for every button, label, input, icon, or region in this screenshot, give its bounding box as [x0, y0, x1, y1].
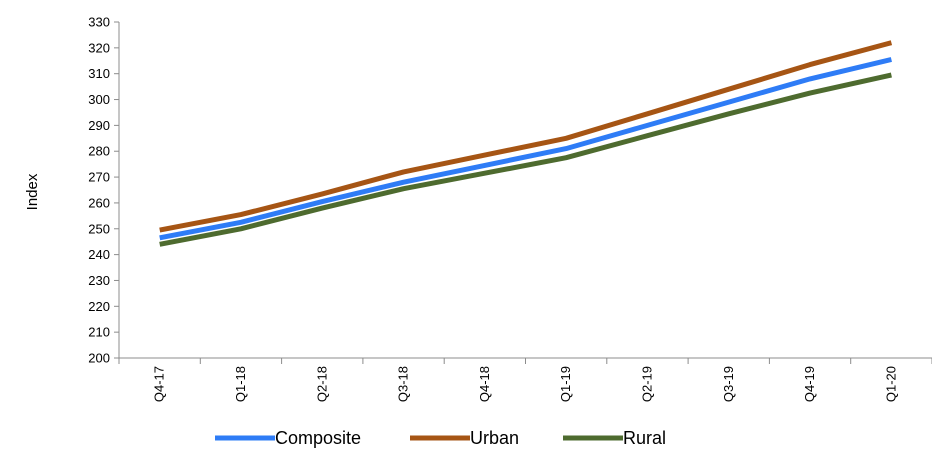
x-tick-label: Q2-18: [314, 366, 329, 402]
legend-label-composite: Composite: [275, 428, 361, 448]
x-tick-label: Q3-18: [396, 366, 411, 402]
legend-label-urban: Urban: [470, 428, 519, 448]
y-tick-label: 260: [88, 195, 110, 210]
y-tick-label: 310: [88, 66, 110, 81]
x-axis: Q4-17 Q1-18 Q2-18 Q3-18 Q4-18 Q1-19 Q2-19 Q3-19…: [118, 357, 932, 402]
series-line-rural: [159, 72, 892, 247]
series-line-urban: [159, 40, 893, 233]
x-tick-label: Q2-19: [639, 366, 654, 402]
y-tick-label: 250: [88, 221, 110, 236]
y-axis-title: Index: [24, 173, 41, 210]
y-tick-label: 280: [88, 144, 110, 159]
x-tick-label: Q1-19: [558, 366, 573, 402]
y-tick-label: 200: [88, 351, 110, 366]
x-tick-label: Q4-18: [477, 366, 492, 402]
plot-area: [159, 40, 893, 247]
y-tick-label: 220: [88, 299, 110, 314]
series-line-composite: [159, 57, 892, 241]
x-tick-label: Q3-19: [721, 366, 736, 402]
y-tick-label: 290: [88, 118, 110, 133]
y-axis: 200 210 220 230 240 250 260 270 280 290 300 310 320 3…: [88, 15, 120, 366]
legend: Composite Urban Rural: [215, 428, 666, 448]
y-tick-label: 330: [88, 15, 110, 30]
y-tick-label: 270: [88, 170, 110, 185]
y-tick-label: 320: [88, 40, 110, 55]
y-tick-label: 210: [88, 325, 110, 340]
x-tick-label: Q4-19: [802, 366, 817, 402]
y-tick-label: 240: [88, 247, 110, 262]
legend-label-rural: Rural: [623, 428, 666, 448]
x-tick-label: Q4-17: [152, 366, 167, 402]
y-tick-label: 300: [88, 92, 110, 107]
x-tick-label: Q1-20: [883, 366, 898, 402]
x-tick-label: Q1-18: [233, 366, 248, 402]
y-tick-label: 230: [88, 273, 110, 288]
